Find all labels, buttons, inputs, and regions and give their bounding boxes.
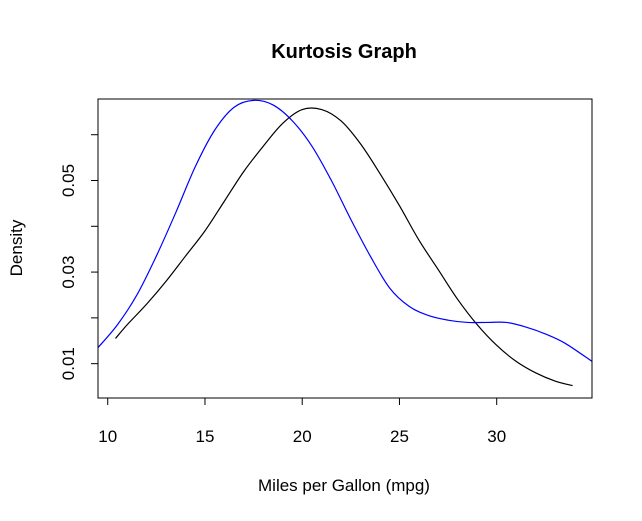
series-line-1 bbox=[115, 107, 573, 387]
x-tick-label: 20 bbox=[293, 427, 312, 446]
y-tick-label: 0.01 bbox=[59, 347, 78, 380]
series-line-2 bbox=[98, 99, 592, 362]
y-axis-label: Density bbox=[7, 219, 26, 276]
plot-frame bbox=[97, 98, 593, 399]
plot-area bbox=[98, 99, 592, 387]
y-tick-label: 0.05 bbox=[59, 164, 78, 197]
x-tick-label: 25 bbox=[390, 427, 409, 446]
y-tick-label: 0.03 bbox=[59, 256, 78, 289]
x-tick-label: 15 bbox=[196, 427, 215, 446]
x-tick-label: 10 bbox=[98, 427, 117, 446]
x-tick-label: 30 bbox=[487, 427, 506, 446]
chart-title: Kurtosis Graph bbox=[271, 41, 417, 63]
axes: 10 15 20 25 30 0.01 0.03 0.05 bbox=[59, 98, 593, 446]
x-axis-label: Miles per Gallon (mpg) bbox=[258, 476, 430, 495]
